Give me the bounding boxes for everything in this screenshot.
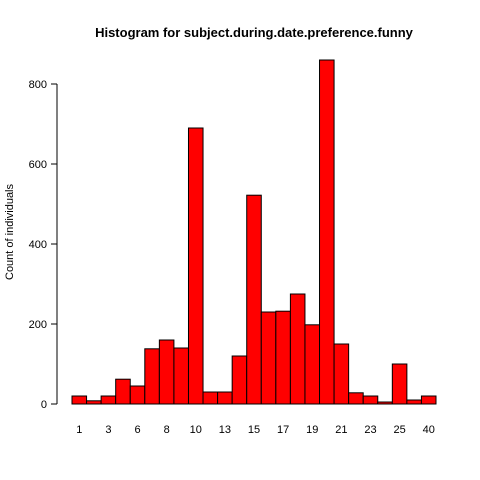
x-tick-label: 40 <box>423 424 435 436</box>
bars-group <box>71 59 437 405</box>
x-axis: 1 3 6 8 10 13 15 17 19 21 23 25 40 <box>76 424 435 436</box>
x-tick-label: 10 <box>190 424 202 436</box>
bar <box>420 395 437 405</box>
bar <box>289 293 306 405</box>
x-tick-label: 21 <box>335 424 347 436</box>
x-tick-label: 8 <box>164 424 170 436</box>
bar <box>202 391 219 405</box>
bar <box>275 310 291 405</box>
x-tick-label: 25 <box>393 424 405 436</box>
x-tick-label: 15 <box>248 424 260 436</box>
y-tick-label: 0 <box>41 399 47 411</box>
bar <box>129 385 146 405</box>
x-tick-label: 1 <box>76 424 82 436</box>
bar <box>71 395 88 405</box>
bar <box>246 194 262 405</box>
bar <box>304 324 321 405</box>
y-tick-label: 600 <box>29 159 47 171</box>
bar <box>173 347 189 405</box>
x-tick-label: 3 <box>105 424 111 436</box>
bar <box>333 343 350 405</box>
bar <box>391 363 408 405</box>
bar <box>115 378 131 405</box>
y-tick-label: 200 <box>29 319 47 331</box>
bar <box>260 311 277 405</box>
bar <box>377 401 393 405</box>
x-tick-label: 17 <box>277 424 289 436</box>
x-tick-label: 19 <box>306 424 318 436</box>
bar <box>86 400 102 405</box>
bar <box>406 399 422 405</box>
y-axis: 0 200 400 600 800 <box>29 79 58 411</box>
bar <box>319 59 335 405</box>
y-tick-label: 400 <box>29 239 47 251</box>
x-tick-label: 13 <box>219 424 231 436</box>
x-tick-label: 6 <box>134 424 140 436</box>
y-tick-label: 800 <box>29 79 47 91</box>
bar <box>100 395 117 405</box>
bar <box>158 339 175 405</box>
bar <box>187 127 204 405</box>
y-axis-label: Count of individuals <box>4 184 16 281</box>
bar <box>362 395 379 405</box>
bar <box>348 392 364 405</box>
bar <box>217 391 233 405</box>
x-tick-label: 23 <box>364 424 376 436</box>
chart-title: Histogram for subject.during.date.prefer… <box>95 25 414 40</box>
bar <box>144 348 160 405</box>
bar <box>231 355 248 405</box>
